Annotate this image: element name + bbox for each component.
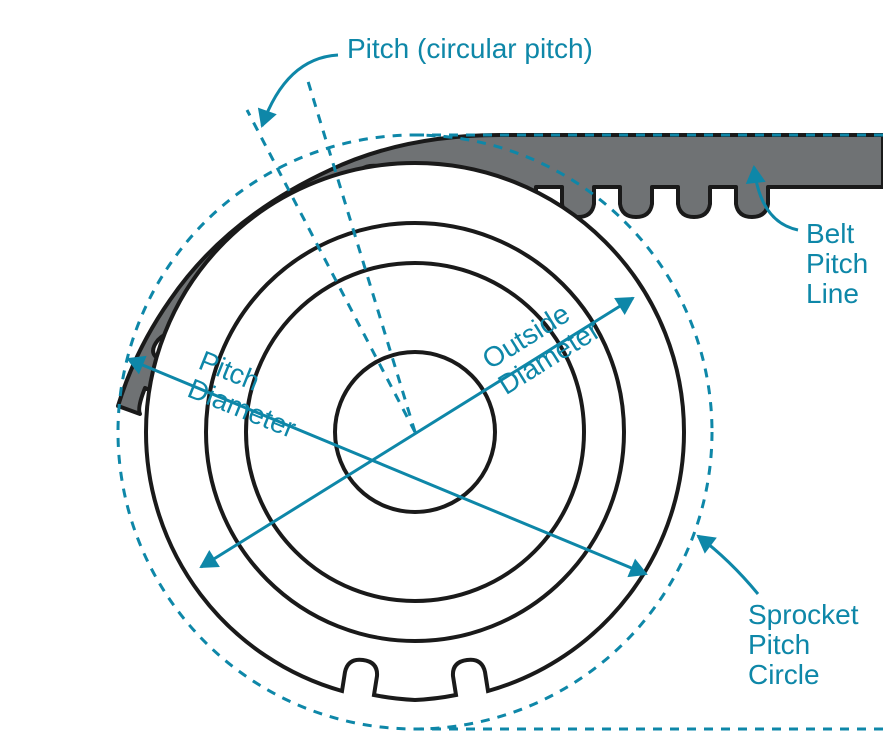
belt-pitch-line-1: Belt — [806, 218, 854, 249]
sprocket-pitch-circle-3: Circle — [748, 659, 820, 690]
sprocket-pitch-circle-leader — [698, 536, 758, 594]
sprocket-pitch-diagram: Pitch (circular pitch) Pitch Diameter Ou… — [0, 0, 883, 756]
belt-pitch-line-2: Pitch — [806, 248, 868, 279]
pitch-title-text: Pitch (circular pitch) — [347, 33, 593, 64]
belt-pitch-line-label: Belt Pitch Line — [806, 218, 876, 309]
pitch-leader — [262, 55, 338, 126]
sprocket-pitch-circle-2: Pitch — [748, 629, 810, 660]
belt-pitch-line-3: Line — [806, 278, 859, 309]
sprocket-pitch-circle-label: Sprocket Pitch Circle — [748, 599, 866, 690]
sprocket-pitch-circle-1: Sprocket — [748, 599, 859, 630]
pitch-title-label: Pitch (circular pitch) — [347, 33, 593, 64]
